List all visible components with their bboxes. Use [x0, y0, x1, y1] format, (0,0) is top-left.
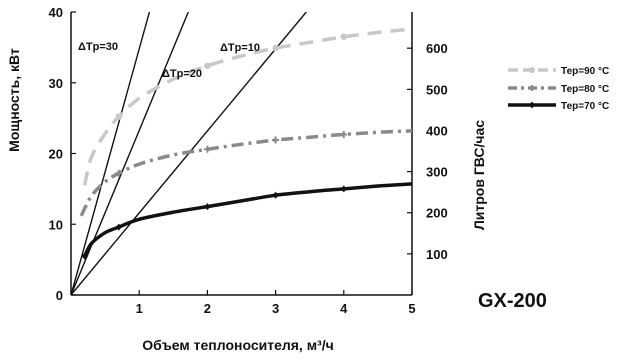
model-label: GX-200 [478, 290, 547, 312]
series-point [204, 62, 211, 69]
x-axis-title: Объем теплоносителя, м³/ч [142, 337, 334, 353]
series-point [115, 113, 122, 120]
series-point [272, 136, 280, 144]
series-line-1 [82, 27, 412, 186]
series-line-3 [83, 182, 412, 257]
markers-layer [81, 33, 348, 260]
y-tick-label: 10 [49, 217, 63, 232]
legend-label-1: Тер=90 °С [561, 66, 609, 77]
reference-line [71, 12, 151, 295]
series-point [203, 145, 211, 153]
ref-label-10: ΔTр=10 [220, 42, 260, 54]
y2-axis-title: Литров ГВС/час [471, 120, 487, 230]
x-tick-label: 2 [204, 301, 211, 316]
y2-tick-label: 400 [426, 123, 448, 138]
y-tick-label: 40 [49, 5, 63, 20]
series-point [272, 191, 279, 199]
series-point [340, 33, 347, 40]
legend-marker [529, 101, 535, 109]
x-tick-label: 5 [408, 301, 415, 316]
y-tick-label: 30 [49, 76, 63, 91]
series-point [81, 252, 88, 260]
x-tick-label: 4 [340, 301, 348, 316]
ref-label-30: ΔTр=30 [78, 41, 118, 53]
legend-label-3: Тер=70 °С [561, 101, 609, 112]
legend: Тер=90 °С Тер=80 °С Тер=70 °С [508, 66, 609, 112]
y2-tick-label: 300 [426, 165, 448, 180]
x-tick-label: 1 [136, 301, 143, 316]
series-line-2 [79, 129, 412, 217]
series-point [340, 185, 347, 193]
y2-tick-label: 500 [426, 82, 448, 97]
series-point [340, 130, 348, 138]
ticks-layer: 0 10 20 30 40 1 2 3 4 5 100 200 300 400 500 600 [49, 5, 448, 316]
legend-label-2: Тер=80 °С [561, 84, 609, 95]
y2-tick-label: 100 [426, 247, 448, 262]
series-point [115, 169, 123, 177]
y-axis-title: Мощность, кВт [6, 48, 22, 152]
reference-line [71, 12, 189, 295]
series-point [204, 203, 211, 211]
series-point [272, 44, 279, 52]
series-layer [79, 27, 412, 257]
y-tick-label: 20 [49, 147, 63, 162]
y2-tick-label: 200 [426, 206, 448, 221]
x-tick-label: 3 [272, 301, 279, 316]
y2-tick-label: 600 [426, 41, 448, 56]
legend-marker [529, 85, 535, 91]
y-tick-label: 0 [56, 288, 63, 303]
ref-label-20: ΔTр=20 [162, 68, 202, 80]
legend-marker [529, 67, 535, 73]
series-point [115, 223, 122, 231]
